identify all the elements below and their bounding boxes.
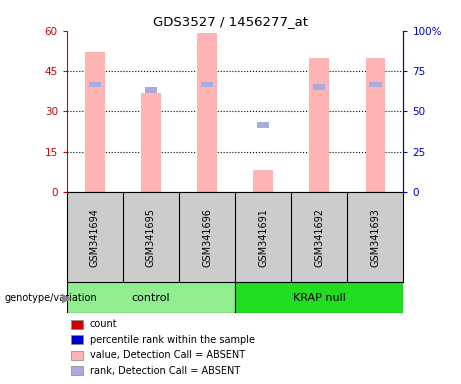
Bar xyxy=(254,170,273,192)
Text: GSM341696: GSM341696 xyxy=(202,208,212,266)
Bar xyxy=(67,282,235,313)
Text: KRAP null: KRAP null xyxy=(293,293,346,303)
Text: GSM341695: GSM341695 xyxy=(146,208,156,266)
Bar xyxy=(235,282,403,313)
Bar xyxy=(309,58,329,192)
Bar xyxy=(85,52,105,192)
Text: percentile rank within the sample: percentile rank within the sample xyxy=(90,335,255,345)
Text: count: count xyxy=(90,319,118,329)
Text: GSM341694: GSM341694 xyxy=(90,208,100,266)
Bar xyxy=(89,81,101,88)
Bar xyxy=(197,33,217,192)
Bar xyxy=(366,58,385,192)
Text: GDS3527 / 1456277_at: GDS3527 / 1456277_at xyxy=(153,15,308,28)
Text: genotype/variation: genotype/variation xyxy=(5,293,97,303)
Bar xyxy=(145,87,157,93)
Text: GSM341692: GSM341692 xyxy=(314,208,324,266)
Text: rank, Detection Call = ABSENT: rank, Detection Call = ABSENT xyxy=(90,366,240,376)
Bar xyxy=(313,84,325,90)
Bar xyxy=(257,122,269,128)
Text: GSM341691: GSM341691 xyxy=(258,208,268,266)
Bar xyxy=(201,81,213,88)
Text: value, Detection Call = ABSENT: value, Detection Call = ABSENT xyxy=(90,350,245,360)
Text: ▶: ▶ xyxy=(62,291,72,304)
Bar xyxy=(141,93,161,192)
Bar xyxy=(369,81,382,88)
Text: GSM341693: GSM341693 xyxy=(370,208,380,266)
Text: control: control xyxy=(132,293,170,303)
